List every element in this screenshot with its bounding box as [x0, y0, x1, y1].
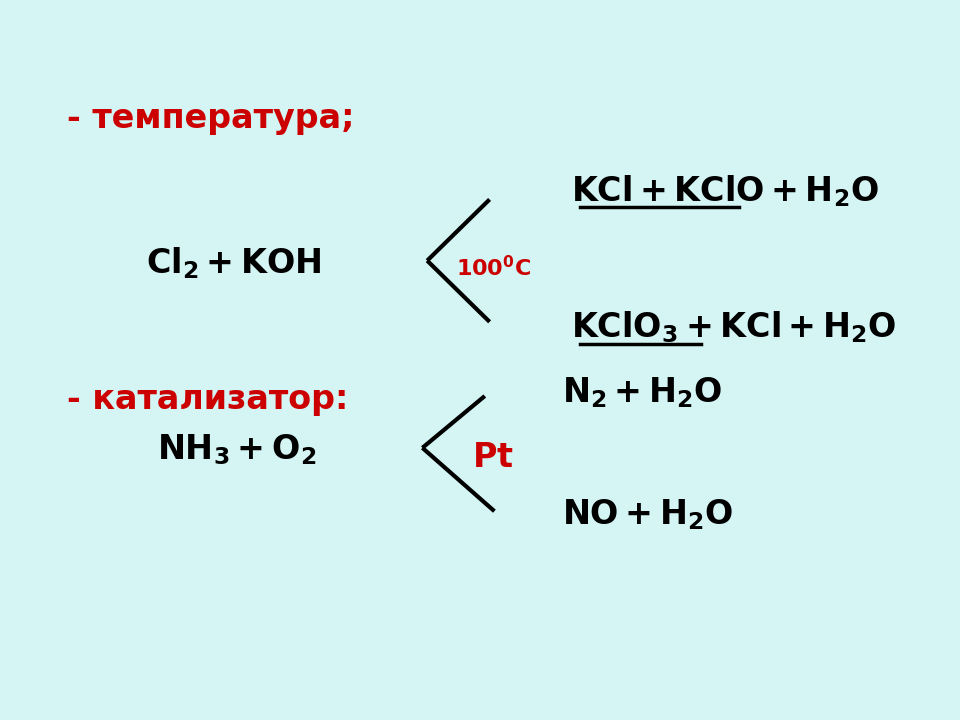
Text: $\mathbf{100^0C}$: $\mathbf{100^0C}$	[456, 255, 531, 280]
Text: $\mathbf{N_2 + H_2O}$: $\mathbf{N_2 + H_2O}$	[562, 375, 722, 410]
Text: - температура;: - температура;	[67, 102, 354, 135]
Text: $\mathbf{KClO_3 + KCl + H_2O}$: $\mathbf{KClO_3 + KCl + H_2O}$	[571, 310, 897, 346]
Text: $\mathbf{NH_3 + O_2}$: $\mathbf{NH_3 + O_2}$	[157, 433, 317, 467]
Text: $\mathbf{Cl_2 + KOH}$: $\mathbf{Cl_2 + KOH}$	[146, 245, 322, 281]
Text: $\mathbf{KCl + KClO + H_2O}$: $\mathbf{KCl + KClO + H_2O}$	[571, 173, 879, 209]
Text: - катализатор:: - катализатор:	[67, 383, 348, 416]
Text: $\mathbf{NO + H_2O}$: $\mathbf{NO + H_2O}$	[562, 498, 733, 532]
Text: $\mathbf{Pt}$: $\mathbf{Pt}$	[472, 441, 514, 474]
